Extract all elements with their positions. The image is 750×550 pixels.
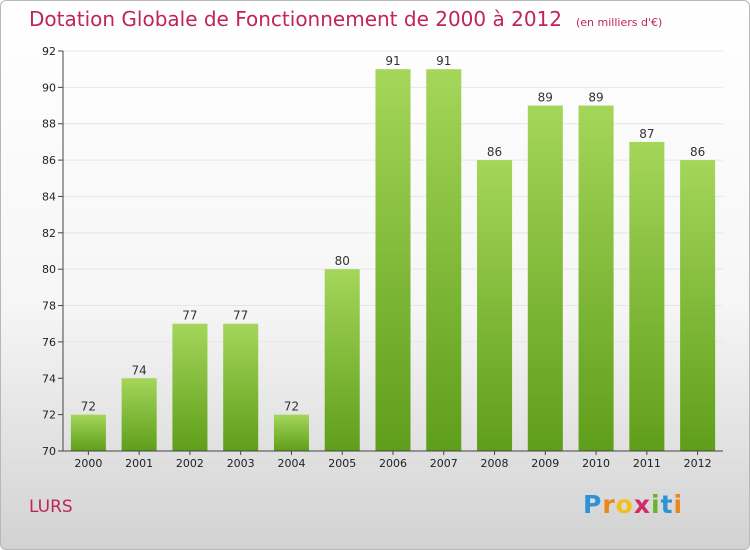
bar: [527, 105, 563, 451]
logo-letter: i: [673, 490, 684, 519]
title-text: Dotation Globale de Fonctionnement de 20…: [29, 7, 562, 31]
bar-value-label: 86: [487, 145, 502, 159]
x-tick-label: 2011: [633, 457, 661, 470]
bar-value-label: 77: [182, 309, 197, 323]
y-tick-label: 80: [42, 263, 56, 276]
bar-value-label: 74: [132, 363, 147, 377]
town-name: LURS: [29, 497, 73, 517]
x-tick-label: 2002: [176, 457, 204, 470]
logo-letter: r: [602, 490, 616, 519]
bar-value-label: 91: [436, 54, 451, 68]
x-tick-label: 2004: [277, 457, 305, 470]
y-tick-label: 88: [42, 118, 56, 131]
y-tick-label: 70: [42, 445, 56, 458]
bar: [121, 378, 157, 451]
bar: [70, 414, 106, 451]
bar: [172, 323, 208, 451]
chart-title: Dotation Globale de Fonctionnement de 20…: [29, 7, 662, 31]
logo-letter: x: [633, 490, 651, 519]
bar: [477, 160, 513, 451]
x-tick-label: 2001: [125, 457, 153, 470]
bar: [629, 141, 665, 451]
x-tick-label: 2005: [328, 457, 356, 470]
bar-value-label: 87: [639, 127, 654, 141]
y-tick-label: 72: [42, 409, 56, 422]
x-tick-label: 2010: [582, 457, 610, 470]
y-tick-label: 74: [42, 372, 56, 385]
bar: [223, 323, 259, 451]
y-tick-label: 92: [42, 45, 56, 58]
bar-value-label: 80: [335, 254, 350, 268]
x-tick-label: 2007: [430, 457, 458, 470]
bar: [680, 160, 716, 451]
bar-value-label: 89: [538, 91, 553, 105]
bar-value-label: 77: [233, 309, 248, 323]
logo-letter: P: [583, 490, 603, 519]
y-tick-label: 78: [42, 300, 56, 313]
y-tick-label: 90: [42, 81, 56, 94]
x-tick-label: 2000: [74, 457, 102, 470]
bar-value-label: 86: [690, 145, 705, 159]
logo-letter: o: [615, 490, 634, 519]
bar: [375, 69, 411, 451]
logo-letter: i: [651, 490, 661, 519]
bars: 72 74 77 77 72 80 91 91 86 89 89 87 86: [70, 54, 716, 451]
x-tick-label: 2003: [227, 457, 255, 470]
bar-value-label: 72: [284, 400, 299, 414]
y-tick-label: 82: [42, 227, 56, 240]
y-tick-label: 84: [42, 190, 56, 203]
y-tick-label: 86: [42, 154, 56, 167]
axes: 70 72 74 76 78 80 82 84 86 88 90 92 2000 2001 2002 2003…: [42, 45, 723, 470]
x-tick-label: 2009: [531, 457, 559, 470]
bar-value-label: 72: [81, 400, 96, 414]
proxiti-logo: Proxiti: [583, 490, 683, 519]
x-tick-label: 2006: [379, 457, 407, 470]
bar: [578, 105, 614, 451]
x-tick-label: 2008: [481, 457, 509, 470]
bar: [324, 269, 360, 451]
bar-value-label: 91: [385, 54, 400, 68]
bar: [273, 414, 309, 451]
y-tick-label: 76: [42, 336, 56, 349]
logo-letter: t: [660, 490, 674, 519]
bar-value-label: 89: [588, 91, 603, 105]
x-tick-label: 2012: [684, 457, 712, 470]
bar: [426, 69, 462, 451]
title-unit: (en milliers d'€): [576, 16, 663, 29]
